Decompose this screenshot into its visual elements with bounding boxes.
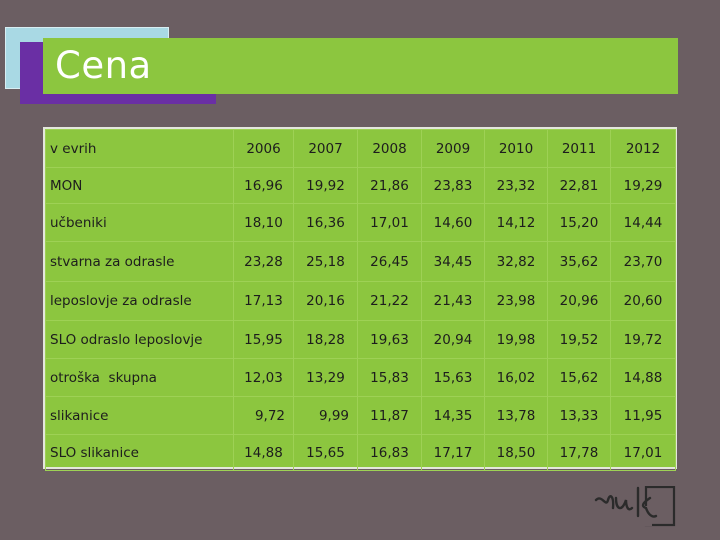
row-label: slikanice	[45, 396, 234, 435]
year-header: 2006	[233, 129, 294, 168]
table-cell: 15,95	[233, 320, 294, 359]
table-cell: 34,45	[421, 241, 485, 282]
table-cell: 13,33	[547, 396, 611, 435]
table-cell: 15,65	[293, 434, 358, 471]
table-cell: 11,95	[610, 396, 676, 435]
table-cell: 23,70	[610, 241, 676, 282]
year-header: 2011	[547, 129, 611, 168]
table-cell: 19,72	[610, 320, 676, 359]
table-cell: 13,78	[484, 396, 548, 435]
table-cell: 16,83	[357, 434, 422, 471]
nuk-logo	[594, 486, 676, 527]
table-cell: 9,72	[233, 396, 294, 435]
table-cell: 14,88	[610, 358, 676, 397]
table-cell: 20,94	[421, 320, 485, 359]
table-cell: 15,83	[357, 358, 422, 397]
year-header: 2009	[421, 129, 485, 168]
table-row: stvarna za odrasle 23,28 25,18 26,45 34,…	[45, 241, 676, 282]
table-row: slikanice 9,72 9,99 11,87 14,35 13,78 13…	[45, 396, 676, 435]
row-label: leposlovje za odrasle	[45, 281, 234, 321]
table-row: SLO odraslo leposlovje 15,95 18,28 19,63…	[45, 320, 676, 359]
year-header: 2010	[484, 129, 548, 168]
table-cell: 19,52	[547, 320, 611, 359]
table-cell: 14,12	[484, 203, 548, 242]
table-cell: 9,99	[293, 396, 358, 435]
row-label: SLO slikanice	[45, 434, 234, 471]
table-cell: 25,18	[293, 241, 358, 282]
table-cell: 23,28	[233, 241, 294, 282]
table-cell: 21,43	[421, 281, 485, 321]
table-cell: 23,83	[421, 167, 485, 204]
table-cell: 35,62	[547, 241, 611, 282]
table-cell: 18,28	[293, 320, 358, 359]
table-cell: 19,92	[293, 167, 358, 204]
table-cell: 15,20	[547, 203, 611, 242]
title-bar	[43, 38, 678, 94]
table-cell: 20,96	[547, 281, 611, 321]
table-cell: 21,86	[357, 167, 422, 204]
table-cell: 18,50	[484, 434, 548, 471]
table-cell: 19,98	[484, 320, 548, 359]
price-table: v evrih 2006 2007 2008 2009 2010 2011 20…	[45, 129, 676, 471]
table-cell: 14,60	[421, 203, 485, 242]
row-label: učbeniki	[45, 203, 234, 242]
table-cell: 17,01	[610, 434, 676, 471]
table-cell: 15,63	[421, 358, 485, 397]
year-header: 2007	[293, 129, 358, 168]
table-cell: 16,36	[293, 203, 358, 242]
table-row: učbeniki 18,10 16,36 17,01 14,60 14,12 1…	[45, 203, 676, 242]
table-cell: 11,87	[357, 396, 422, 435]
table-cell: 17,13	[233, 281, 294, 321]
table-cell: 26,45	[357, 241, 422, 282]
slide-title: Cena	[55, 44, 152, 87]
table-cell: 16,96	[233, 167, 294, 204]
table-row: SLO slikanice 14,88 15,65 16,83 17,17 18…	[45, 434, 676, 471]
table-cell: 17,78	[547, 434, 611, 471]
row-label: otroška skupna	[45, 358, 234, 397]
table-cell: 18,10	[233, 203, 294, 242]
table-cell: 23,32	[484, 167, 548, 204]
table-row: MON 16,96 19,92 21,86 23,83 23,32 22,81 …	[45, 167, 676, 204]
table-cell: 21,22	[357, 281, 422, 321]
header-label: v evrih	[45, 129, 234, 168]
table-row: leposlovje za odrasle 17,13 20,16 21,22 …	[45, 281, 676, 321]
table-cell: 17,17	[421, 434, 485, 471]
table-cell: 16,02	[484, 358, 548, 397]
row-label: stvarna za odrasle	[45, 241, 234, 282]
table-cell: 22,81	[547, 167, 611, 204]
table-cell: 23,98	[484, 281, 548, 321]
row-label: SLO odraslo leposlovje	[45, 320, 234, 359]
year-header: 2008	[357, 129, 422, 168]
table-row: otroška skupna 12,03 13,29 15,83 15,63 1…	[45, 358, 676, 397]
table-cell: 14,35	[421, 396, 485, 435]
table-cell: 19,63	[357, 320, 422, 359]
table-cell: 19,29	[610, 167, 676, 204]
table-cell: 14,44	[610, 203, 676, 242]
table-cell: 32,82	[484, 241, 548, 282]
table-header-row: v evrih 2006 2007 2008 2009 2010 2011 20…	[45, 129, 676, 168]
table-cell: 17,01	[357, 203, 422, 242]
table-cell: 14,88	[233, 434, 294, 471]
year-header: 2012	[610, 129, 676, 168]
table-cell: 20,60	[610, 281, 676, 321]
row-label: MON	[45, 167, 234, 204]
table-cell: 20,16	[293, 281, 358, 321]
table-cell: 12,03	[233, 358, 294, 397]
table-cell: 13,29	[293, 358, 358, 397]
table-cell: 15,62	[547, 358, 611, 397]
